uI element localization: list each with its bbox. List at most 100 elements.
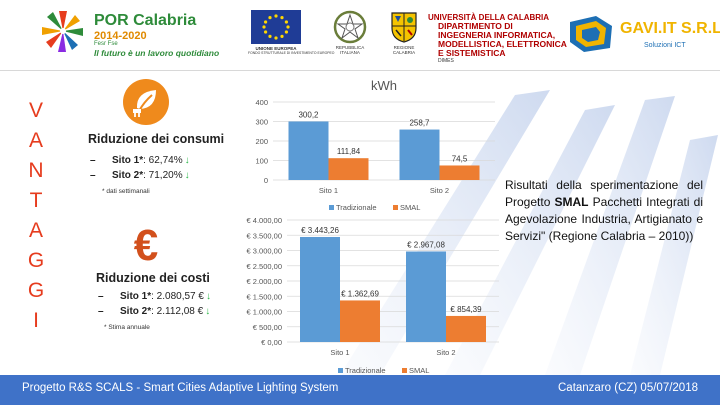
flower-icon xyxy=(42,11,83,52)
y-tick-label: € 2.000,00 xyxy=(247,277,282,286)
y-tick-label: € 0,00 xyxy=(261,338,282,347)
vantaggi-vertical-title: V A N T A G G I xyxy=(22,96,50,336)
unical-logo: UNIVERSITÀ DELLA CALABRIA DIPARTIMENTO D… xyxy=(428,13,567,64)
costi-title: Riduzione dei costi xyxy=(96,271,210,285)
eu-flag-icon xyxy=(251,10,301,44)
arrow-down-icon: ↓ xyxy=(184,155,190,166)
vantaggi-letter: A xyxy=(28,219,43,242)
arrow-down-icon: ↓ xyxy=(205,291,211,302)
data-label: 258,7 xyxy=(409,119,430,128)
arrow-down-icon: ↓ xyxy=(184,170,190,181)
chart-title: kWh xyxy=(371,78,397,93)
rep-caption: REPUBBLICA ITALIANA xyxy=(335,45,365,55)
y-tick-label: 200 xyxy=(255,137,268,146)
bar-tradizionale xyxy=(300,236,340,342)
vantaggi-letter: A xyxy=(28,129,43,152)
consumi-site-label: Sito 2* xyxy=(112,170,144,181)
light-rays-decoration xyxy=(340,90,718,375)
y-tick-label: € 3.000,00 xyxy=(247,247,282,256)
description-project-name: SMAL xyxy=(554,195,589,209)
region-logo: REGIONE CALABRIA xyxy=(382,10,426,55)
bar-tradizionale xyxy=(399,129,440,180)
eu-caption: UNIONE EUROPEA xyxy=(255,46,297,51)
republic-logo: REPUBBLICA ITALIANA xyxy=(328,10,372,55)
legend-swatch xyxy=(393,205,398,210)
y-tick-label: € 1.500,00 xyxy=(247,292,282,301)
por-fund-label: Fesr Fse xyxy=(94,41,118,47)
y-tick-label: € 1.000,00 xyxy=(247,308,282,317)
y-tick-label: € 500,00 xyxy=(253,323,282,332)
legend-label: Tradizionale xyxy=(336,203,377,212)
bar-smal xyxy=(328,158,369,180)
unical-dept-line-1: DIPARTIMENTO DI xyxy=(438,21,513,31)
costi-site-label: Sito 1* xyxy=(120,291,152,302)
y-tick-label: € 4.000,00 xyxy=(247,216,282,225)
unical-name: UNIVERSITÀ DELLA CALABRIA xyxy=(428,13,550,22)
legend-swatch xyxy=(329,205,334,210)
data-label: 300,2 xyxy=(298,110,319,119)
data-label: € 854,39 xyxy=(450,305,482,314)
bar-smal xyxy=(439,165,480,180)
costi-site-value: : 2.080,57 € xyxy=(151,291,204,302)
vantaggi-letter: I xyxy=(33,309,39,332)
bar-smal xyxy=(340,300,380,342)
x-tick-label: Sito 1 xyxy=(330,348,349,357)
legend-label: SMAL xyxy=(400,203,420,212)
calabria-shield-icon xyxy=(391,12,417,43)
data-label: € 3.443,26 xyxy=(301,226,339,235)
consumi-title: Riduzione dei consumi xyxy=(88,132,225,146)
bar-tradizionale xyxy=(406,251,446,342)
consumi-note: * dati settimanali xyxy=(102,188,150,195)
bar-tradizionale xyxy=(288,121,329,180)
vantaggi-letter: V xyxy=(28,99,43,122)
x-tick-label: Sito 2 xyxy=(430,186,449,195)
vantaggi-letter: N xyxy=(28,159,44,182)
costi-site-value: : 2.112,08 € xyxy=(151,306,204,317)
y-tick-label: 400 xyxy=(255,98,268,107)
reg-caption: REGIONE CALABRIA xyxy=(392,45,416,55)
y-tick-label: 300 xyxy=(255,118,268,127)
cost-bar-chart: € 0,00 € 500,00 € 1.000,00 € 1.500,00 € 2.00… xyxy=(247,216,499,375)
legend-label: SMAL xyxy=(409,366,429,375)
y-tick-label: € 3.500,00 xyxy=(247,231,282,240)
consumi-site-label: Sito 1* xyxy=(112,155,144,166)
description-text-end: Pacchetti Integrati di Agevolazione Indu… xyxy=(505,195,704,243)
por-years: 2014-2020 xyxy=(94,30,147,42)
consumi-site-value: : 71,20% xyxy=(143,170,183,181)
consumi-site-value: : 62,74% xyxy=(143,155,183,166)
por-title: POR Calabria xyxy=(94,12,197,29)
costi-item-2: – Sito 2*: 2.112,08 € ↓ xyxy=(98,306,211,317)
project-description: Risultati della sperimentazione del Prog… xyxy=(505,177,703,245)
arrow-down-icon: ↓ xyxy=(205,306,211,317)
eu-logo: UNIONE EUROPEA FONDO STRUTTURALE DI INVE… xyxy=(248,10,335,56)
data-label: 74,5 xyxy=(452,154,468,163)
x-tick-label: Sito 1 xyxy=(319,186,338,195)
costi-item-1: – Sito 1*: 2.080,57 € ↓ xyxy=(98,291,211,302)
vantaggi-letter: T xyxy=(29,189,43,212)
gavi-tagline: Soluzioni ICT xyxy=(644,42,686,49)
footer-location-date: Catanzaro (CZ) 05/07/2018 xyxy=(558,382,698,394)
gavi-hexagon-icon xyxy=(570,16,612,52)
legend-label: Tradizionale xyxy=(345,366,386,375)
y-tick-label: 0 xyxy=(264,176,268,185)
y-tick-label: 100 xyxy=(255,157,268,166)
euro-icon: € xyxy=(134,222,158,266)
legend-swatch xyxy=(402,368,407,373)
unical-dept-line-4: E SISTEMISTICA xyxy=(438,48,506,58)
consumi-item-1: – Sito 1*: 62,74% ↓ xyxy=(90,155,190,166)
consumi-item-2: – Sito 2*: 71,20% ↓ xyxy=(90,170,190,181)
description-text-start: Risultati della sperimentazione del Prog… xyxy=(505,178,703,209)
x-tick-label: Sito 2 xyxy=(436,348,455,357)
data-label: 111,84 xyxy=(337,147,361,156)
bar-smal xyxy=(446,315,486,342)
unical-acronym: DIMES xyxy=(438,58,454,64)
svg-text:€: € xyxy=(134,222,158,266)
kwh-bar-chart: kWh 0 100 200 300 400 300,2 111,84 Sito 1 258,7 74… xyxy=(255,78,495,212)
costi-site-label: Sito 2* xyxy=(120,306,152,317)
data-label: € 2.967,08 xyxy=(407,241,445,250)
eu-sub-caption: FONDO STRUTTURALE DI INVESTIMENTO EUROPE… xyxy=(248,51,335,55)
vantaggi-letter: G xyxy=(27,249,45,272)
data-label: € 1.362,69 xyxy=(341,289,379,298)
por-calabria-logo: POR Calabria 2014-2020 Fesr Fse Il futur… xyxy=(38,8,238,58)
header-divider xyxy=(0,70,720,71)
